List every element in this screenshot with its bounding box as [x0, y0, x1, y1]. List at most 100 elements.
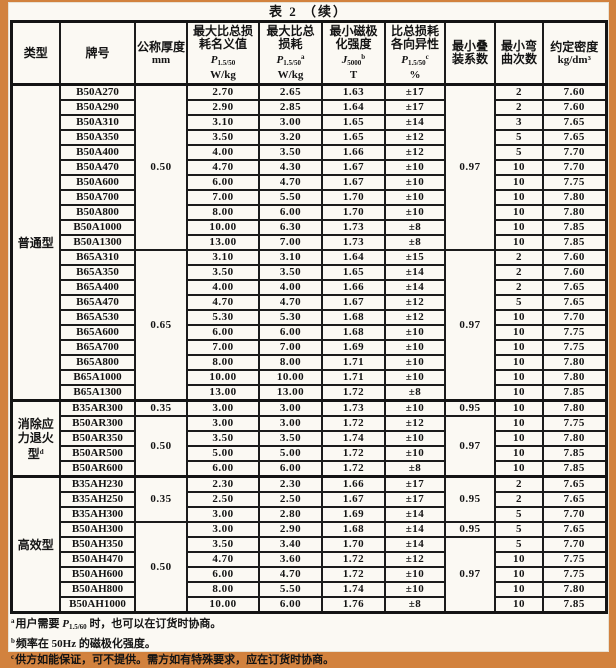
type-label: 消除应力退火型	[17, 416, 54, 461]
cell-grade: B50AR500	[59, 445, 136, 462]
cell-density: 7.70	[542, 144, 607, 161]
cell-polarization: 1.74	[321, 581, 386, 598]
footnotes: a用户需要 P1.5/60 时，也可以在订货时协商。 b频率在 50Hz 的磁极…	[11, 615, 606, 668]
cell-density: 7.60	[542, 83, 607, 101]
cell-polarization: 1.66	[321, 279, 386, 296]
cell-polarization: 1.73	[321, 399, 386, 417]
loss-max-unit: W/kg	[277, 69, 304, 81]
cell-loss-nominal: 2.90	[186, 99, 260, 116]
cell-loss-max: 3.00	[258, 114, 323, 131]
cell-anisotropy: ±8	[384, 460, 446, 478]
cell-bend: 2	[494, 264, 544, 281]
cell-loss-max: 4.70	[258, 174, 323, 191]
cell-anisotropy: ±10	[384, 204, 446, 221]
loss-nominal-label: 最大比总损耗名义值	[192, 24, 253, 51]
table-row: B65A470 4.70 4.70 1.67 ±12 5 7.65	[11, 294, 607, 311]
cell-density: 7.75	[542, 339, 607, 356]
cell-anisotropy: ±8	[384, 219, 446, 236]
cell-density: 7.65	[542, 491, 607, 508]
cell-bend: 10	[494, 159, 544, 176]
cell-bend: 10	[494, 339, 544, 356]
cell-loss-nominal: 3.00	[186, 399, 260, 417]
cell-anisotropy: ±8	[384, 596, 446, 614]
cell-anisotropy: ±10	[384, 566, 446, 583]
table-row: B65A400 4.00 4.00 1.66 ±14 2 7.65	[11, 279, 607, 296]
cell-loss-nominal: 4.70	[186, 159, 260, 176]
cell-grade: B65A800	[59, 354, 136, 371]
cell-loss-nominal: 2.50	[186, 491, 260, 508]
table-row: B50AH300 0.50 3.00 2.90 1.68 ±14 0.95 5 7.65	[11, 521, 607, 614]
cell-bend: 2	[494, 475, 544, 493]
cell-bend: 10	[494, 219, 544, 236]
cell-loss-nominal: 3.00	[186, 506, 260, 523]
cell-grade: B50AH350	[59, 536, 136, 553]
cell-polarization: 1.70	[321, 536, 386, 553]
cell-grade: B35AH230	[59, 475, 136, 493]
cell-loss-max: 2.65	[258, 83, 323, 101]
cell-density: 7.70	[542, 309, 607, 326]
cell-polarization: 1.65	[321, 114, 386, 131]
cell-anisotropy: ±14	[384, 521, 446, 538]
cell-polarization: 1.63	[321, 83, 386, 101]
cell-anisotropy: ±8	[384, 234, 446, 251]
cell-loss-nominal: 10.00	[186, 219, 260, 236]
cell-grade: B50A600	[59, 174, 136, 191]
cell-grade: B50A310	[59, 114, 136, 131]
table-row: B65A1000 10.00 10.00 1.71 ±10 10 7.80	[11, 369, 607, 386]
table-row: B50AH470 4.70 3.60 1.72 ±12 10 7.75	[11, 551, 607, 568]
cell-thickness: 0.50	[134, 521, 188, 614]
cell-loss-max: 4.30	[258, 159, 323, 176]
cell-grade: B65A310	[59, 249, 136, 266]
col-header-bend: 最小弯曲次数	[494, 20, 544, 86]
table-row: B50AH600 6.00 4.70 1.72 ±10 10 7.75	[11, 566, 607, 583]
col-header-polarization: 最小磁极化强度 J5000b T	[321, 20, 386, 86]
cell-stacking: 0.97	[444, 536, 496, 614]
cell-anisotropy: ±10	[384, 369, 446, 386]
cell-polarization: 1.76	[321, 596, 386, 614]
cell-grade: B35AH250	[59, 491, 136, 508]
col-header-thickness: 公称厚度 mm	[134, 20, 188, 86]
table-body: 普通型 B50A270 0.50 2.70 2.65 1.63 ±17 0.97 2 7.60 B5…	[10, 83, 607, 614]
type-footnote-mark: d	[39, 447, 44, 456]
col-header-density: 约定密度 kg/dm³	[542, 20, 607, 86]
cell-bend: 5	[494, 521, 544, 538]
cell-grade: B50A700	[59, 189, 136, 206]
cell-type: 普通型	[10, 83, 61, 402]
table-row: B50AH350 3.50 3.40 1.70 ±14 0.97 5 7.70	[11, 536, 607, 614]
cell-density: 7.80	[542, 430, 607, 447]
cell-grade: B50A800	[59, 204, 136, 221]
cell-thickness: 0.35	[134, 475, 188, 523]
cell-loss-max: 3.60	[258, 551, 323, 568]
col-header-loss-nominal: 最大比总损耗名义值 P1.5/50 W/kg	[186, 20, 260, 86]
cell-thickness: 0.35	[134, 399, 188, 417]
cell-loss-max: 6.00	[258, 324, 323, 341]
loss-max-formula: P1.5/50a	[276, 53, 305, 67]
table-row: B50A310 3.10 3.00 1.65 ±14 3 7.65	[11, 114, 607, 131]
thickness-unit: mm	[151, 53, 171, 66]
cell-loss-nominal: 2.70	[186, 83, 260, 101]
cell-bend: 2	[494, 279, 544, 296]
cell-loss-nominal: 3.00	[186, 415, 260, 432]
cell-density: 7.80	[542, 189, 607, 206]
cell-density: 7.75	[542, 551, 607, 568]
cell-grade: B50AR600	[59, 460, 136, 478]
table-row: B35AH250 2.50 2.50 1.67 ±17 2 7.65	[11, 491, 607, 508]
cell-polarization: 1.65	[321, 264, 386, 281]
table-row: 高效型 B35AH230 0.35 2.30 2.30 1.66 ±17 0.95 2 7.65	[10, 475, 607, 614]
cell-polarization: 1.72	[321, 415, 386, 432]
cell-polarization: 1.67	[321, 294, 386, 311]
footnote-b-mark: b	[11, 636, 15, 645]
table-row: B65A530 5.30 5.30 1.68 ±12 10 7.70	[11, 309, 607, 326]
col-header-type: 类型	[10, 20, 61, 86]
cell-anisotropy: ±14	[384, 264, 446, 281]
cell-thickness: 0.50	[134, 415, 188, 478]
cell-loss-max: 2.50	[258, 491, 323, 508]
table-row: B65A310 0.65 3.10 3.10 1.64 ±15 0.97 2 7.60	[11, 249, 607, 402]
polarization-label: 最小磁极化强度	[329, 24, 378, 51]
cell-loss-nominal: 3.50	[186, 430, 260, 447]
cell-anisotropy: ±17	[384, 99, 446, 116]
cell-grade: B50AH300	[59, 521, 136, 538]
cell-anisotropy: ±14	[384, 114, 446, 131]
cell-grade: B65A1300	[59, 384, 136, 402]
